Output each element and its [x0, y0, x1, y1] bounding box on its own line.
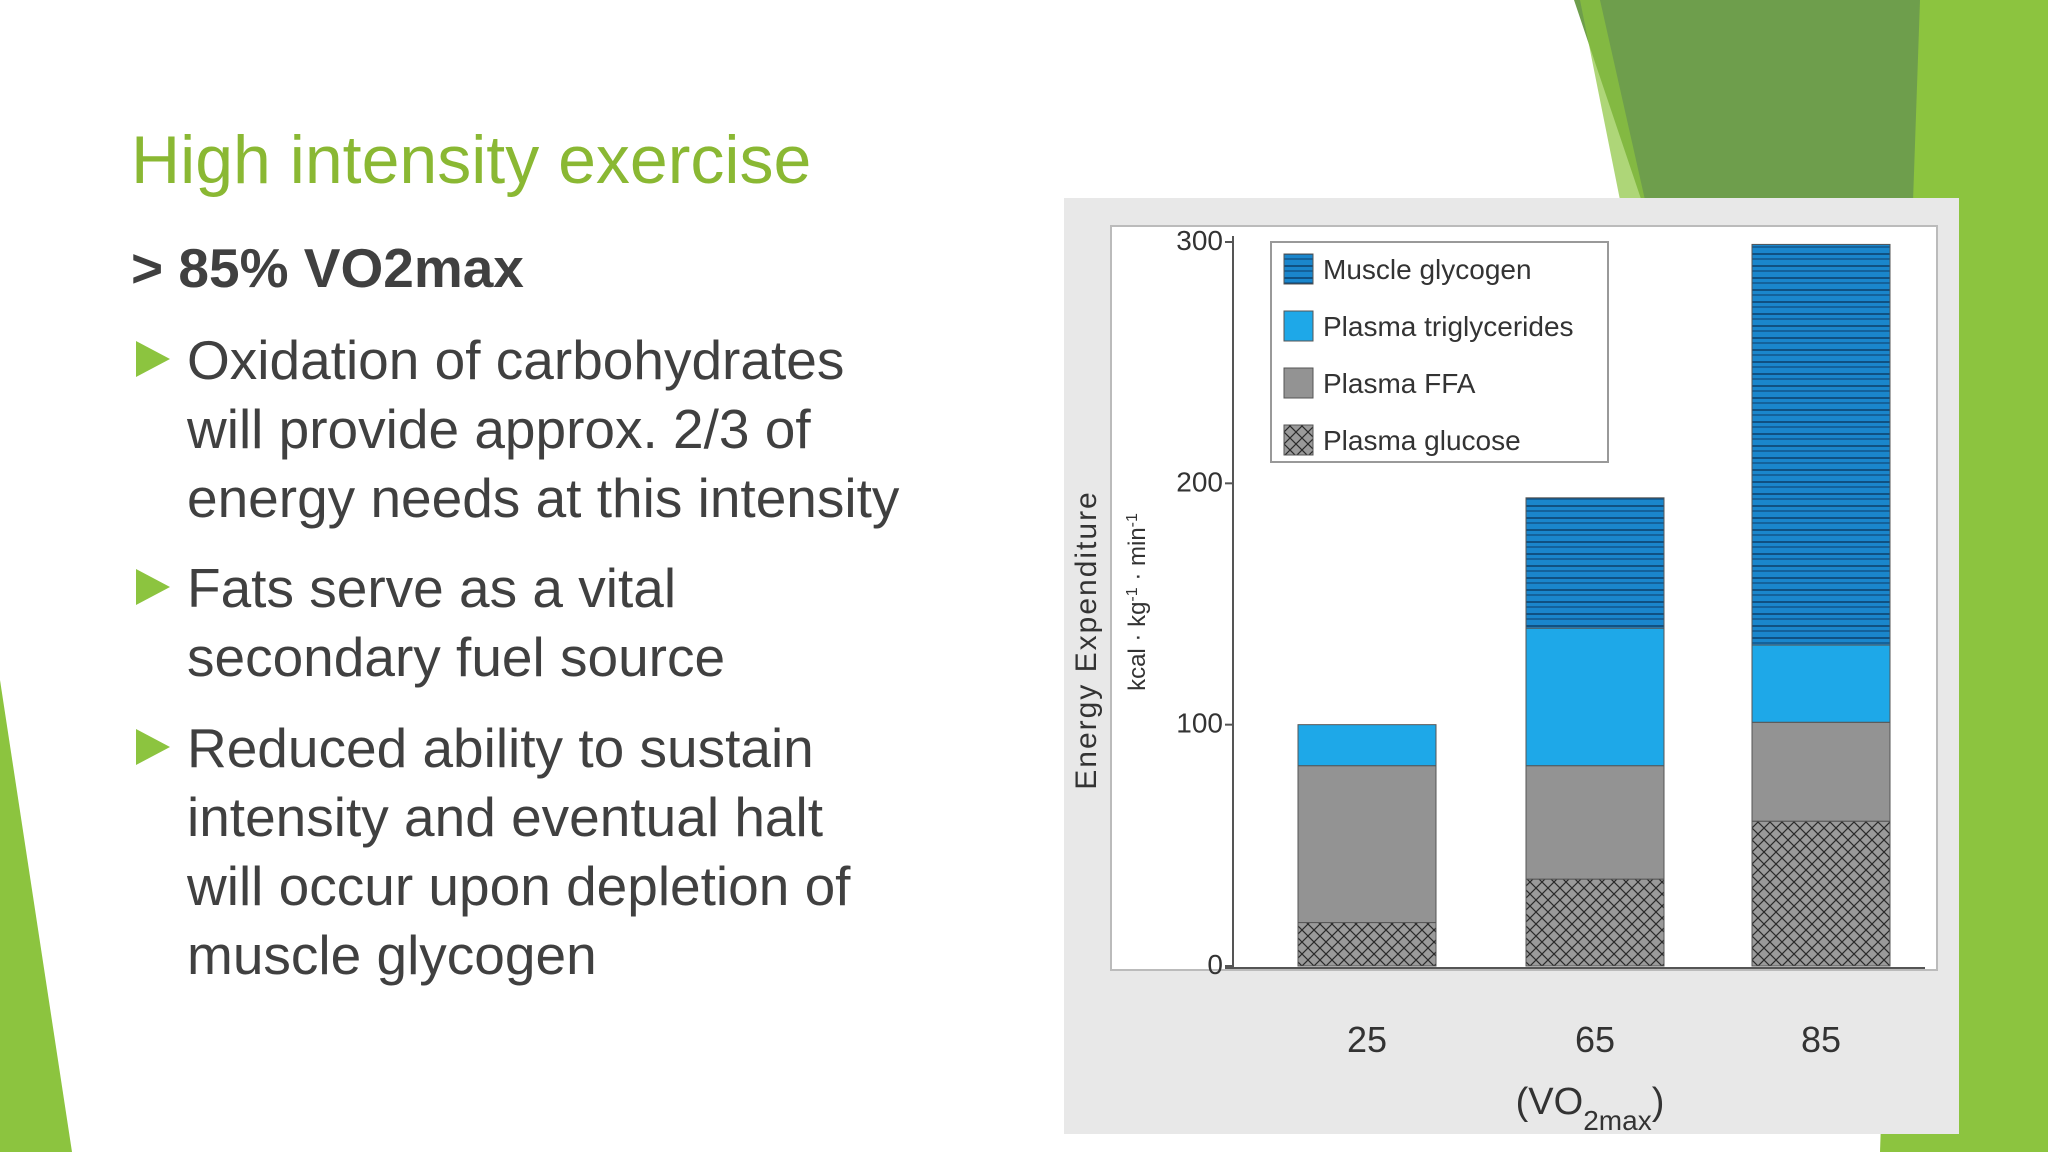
y-tick-label: 200 [1176, 466, 1223, 497]
bar-segment [1297, 724, 1437, 767]
y-tick-label: 0 [1207, 949, 1223, 980]
label-part: ) [1652, 1081, 1665, 1123]
bar-segment [1525, 497, 1665, 629]
bullet-marker [136, 569, 170, 605]
bullet-marker [136, 341, 170, 377]
bullet-text: Fats serve as a vital [187, 557, 676, 619]
bar-segment [1751, 820, 1891, 967]
bullet-list: Oxidation of carbohydrates will provide a… [136, 329, 900, 986]
bar-segment [1297, 922, 1437, 967]
slide-title: High intensity exercise [131, 122, 811, 198]
x-tick-label: 25 [1347, 1019, 1387, 1060]
chart: 0 100 200 300 25 65 85 Muscle glycogen Plasma tr… [1070, 225, 1891, 1136]
bar-segment [1525, 627, 1665, 767]
bullet-text: secondary fuel source [187, 626, 725, 688]
unit-part: kcal · kg [1124, 602, 1151, 691]
y-axis-unit: kcal · kg-1 · min-1 [1124, 513, 1152, 691]
bar-segment [1525, 765, 1665, 880]
unit-part: -1 [1124, 587, 1141, 601]
label-part: (VO [1516, 1081, 1584, 1123]
bullet-marker [136, 729, 170, 765]
lead-text: > 85% VO2max [131, 237, 524, 299]
x-axis-title: (VO2max) [1516, 1081, 1665, 1136]
legend-box [1270, 241, 1609, 463]
legend-label: Plasma glucose [1323, 425, 1521, 456]
y-tick-label: 300 [1176, 225, 1223, 256]
legend-swatch [1283, 310, 1314, 342]
bullet-text: Oxidation of carbohydrates [187, 329, 844, 391]
y-axis-title: Energy Expenditure [1070, 490, 1103, 790]
legend-swatch [1283, 424, 1314, 456]
bullet-text: will occur upon depletion of [186, 855, 851, 917]
bullet-text: Reduced ability to sustain [187, 717, 814, 779]
unit-part: · min [1124, 527, 1151, 587]
bar-segment [1751, 721, 1891, 822]
x-tick-label: 65 [1575, 1019, 1615, 1060]
legend-swatch [1283, 367, 1314, 399]
decor-shape [1580, 0, 1645, 200]
bar-segment [1751, 644, 1891, 723]
x-tick-label: 85 [1801, 1019, 1841, 1060]
bullet-text: intensity and eventual halt [187, 786, 823, 848]
decor-shape [0, 680, 72, 1152]
bar-segment [1525, 878, 1665, 967]
legend-swatch [1283, 253, 1314, 285]
legend-label: Muscle glycogen [1323, 254, 1532, 285]
bullet-text: muscle glycogen [187, 924, 597, 986]
unit-part: -1 [1124, 513, 1141, 527]
legend-label: Plasma triglycerides [1323, 311, 1574, 342]
y-tick-label: 100 [1176, 708, 1223, 739]
bar-segment [1297, 765, 1437, 924]
bullet-text: energy needs at this intensity [187, 467, 900, 529]
legend-label: Plasma FFA [1323, 368, 1476, 399]
bullet-text: will provide approx. 2/3 of [186, 398, 811, 460]
bar-segment [1751, 243, 1891, 646]
label-part: 2max [1583, 1105, 1651, 1136]
